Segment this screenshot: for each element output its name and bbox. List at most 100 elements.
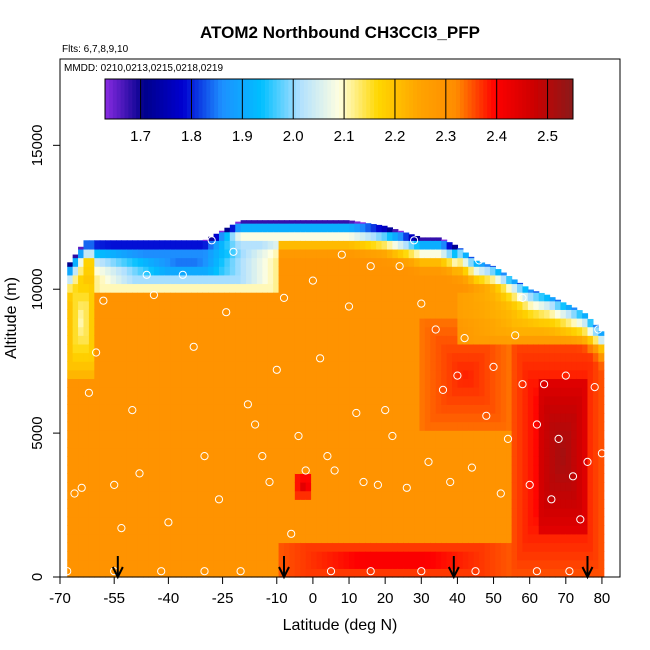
heatmap-cell bbox=[316, 412, 323, 423]
heatmap-cell bbox=[349, 257, 356, 267]
heatmap-cell bbox=[457, 551, 464, 561]
heatmap-cell bbox=[484, 430, 491, 440]
heatmap-cell bbox=[332, 421, 339, 431]
heatmap-cell bbox=[544, 369, 551, 380]
heatmap-cell bbox=[278, 404, 285, 414]
sample-point bbox=[142, 270, 151, 279]
heatmap-cell bbox=[181, 326, 188, 336]
heatmap-cell bbox=[262, 223, 269, 233]
heatmap-cell bbox=[468, 283, 475, 293]
heatmap-cell bbox=[273, 387, 280, 397]
heatmap-cell bbox=[462, 421, 469, 431]
heatmap-cell bbox=[354, 438, 361, 449]
heatmap-cell bbox=[240, 490, 247, 500]
heatmap-cell bbox=[294, 318, 301, 328]
heatmap-cell bbox=[549, 297, 556, 302]
heatmap-cell bbox=[457, 412, 464, 423]
heatmap-cell bbox=[67, 559, 74, 569]
heatmap-cell bbox=[251, 438, 258, 449]
heatmap-cell bbox=[403, 378, 410, 388]
heatmap-cell bbox=[441, 516, 448, 526]
heatmap-cell bbox=[191, 412, 198, 423]
heatmap-cell bbox=[278, 464, 285, 474]
heatmap-cell bbox=[338, 300, 345, 310]
heatmap-cell bbox=[289, 464, 296, 474]
heatmap-cell bbox=[278, 516, 285, 526]
heatmap-cell bbox=[218, 482, 225, 492]
heatmap-cell bbox=[533, 352, 540, 362]
heatmap-cell bbox=[181, 438, 188, 449]
heatmap-cell bbox=[554, 473, 561, 483]
sample-point bbox=[576, 515, 585, 524]
heatmap-cell bbox=[343, 387, 350, 397]
heatmap-cell bbox=[386, 257, 393, 267]
heatmap-cell bbox=[473, 533, 480, 544]
heatmap-cell bbox=[121, 266, 128, 276]
heatmap-cell bbox=[181, 369, 188, 380]
heatmap-cell bbox=[197, 257, 204, 267]
heatmap-cell bbox=[365, 482, 372, 492]
heatmap-cell bbox=[300, 516, 307, 526]
heatmap-cell bbox=[126, 490, 133, 500]
heatmap-cell bbox=[235, 387, 242, 397]
heatmap-cell bbox=[571, 378, 578, 388]
heatmap-cell bbox=[544, 404, 551, 414]
colorbar-cell bbox=[381, 79, 387, 119]
heatmap-cell bbox=[397, 231, 404, 241]
heatmap-cell bbox=[137, 326, 144, 336]
heatmap-cell bbox=[316, 404, 323, 414]
heatmap-cell bbox=[376, 568, 383, 578]
heatmap-cell bbox=[321, 551, 328, 561]
heatmap-cell bbox=[175, 499, 182, 509]
heatmap-cell bbox=[83, 395, 90, 405]
heatmap-cell bbox=[587, 507, 594, 518]
heatmap-cell bbox=[414, 499, 421, 509]
colorbar-tick-label: 1.9 bbox=[232, 128, 253, 145]
heatmap-cell bbox=[181, 300, 188, 310]
heatmap-cell bbox=[370, 369, 377, 380]
heatmap-cell bbox=[300, 507, 307, 518]
heatmap-cell bbox=[170, 507, 177, 518]
heatmap-cell bbox=[403, 507, 410, 518]
heatmap-cell bbox=[121, 361, 128, 371]
heatmap-cell bbox=[435, 361, 442, 371]
heatmap-cell bbox=[424, 369, 431, 380]
heatmap-cell bbox=[430, 507, 437, 518]
heatmap-cell bbox=[473, 387, 480, 397]
y-axis-label: Altitude (m) bbox=[3, 277, 20, 359]
heatmap-cell bbox=[397, 499, 404, 509]
heatmap-cell bbox=[116, 318, 123, 328]
heatmap-cell bbox=[289, 326, 296, 336]
heatmap-cell bbox=[116, 300, 123, 310]
heatmap-cell bbox=[397, 230, 404, 233]
heatmap-cell bbox=[256, 421, 263, 431]
heatmap-cell bbox=[441, 352, 448, 362]
heatmap-cell bbox=[592, 507, 599, 518]
heatmap-cell bbox=[305, 387, 312, 397]
heatmap-cell bbox=[538, 473, 545, 483]
sample-point bbox=[200, 567, 209, 576]
heatmap-cell bbox=[414, 404, 421, 414]
heatmap-cell bbox=[83, 456, 90, 466]
heatmap-cell bbox=[343, 223, 350, 233]
colorbar-cell bbox=[128, 79, 133, 119]
heatmap-cell bbox=[229, 533, 236, 544]
heatmap-cell bbox=[267, 220, 274, 224]
heatmap-cell bbox=[500, 361, 507, 371]
heatmap-cell bbox=[441, 525, 448, 535]
heatmap-cell bbox=[549, 447, 556, 457]
heatmap-cell bbox=[321, 559, 328, 569]
heatmap-cell bbox=[321, 283, 328, 293]
heatmap-cell bbox=[489, 430, 496, 440]
heatmap-cell bbox=[349, 490, 356, 500]
heatmap-cell bbox=[446, 361, 453, 371]
heatmap-cell bbox=[592, 326, 599, 336]
heatmap-cell bbox=[110, 292, 117, 302]
heatmap-cell bbox=[376, 257, 383, 267]
heatmap-cell bbox=[587, 343, 594, 354]
heatmap-cell bbox=[500, 516, 507, 526]
heatmap-cell bbox=[560, 499, 567, 509]
heatmap-cell bbox=[506, 482, 513, 492]
heatmap-cell bbox=[105, 482, 112, 492]
heatmap-cell bbox=[359, 283, 366, 293]
